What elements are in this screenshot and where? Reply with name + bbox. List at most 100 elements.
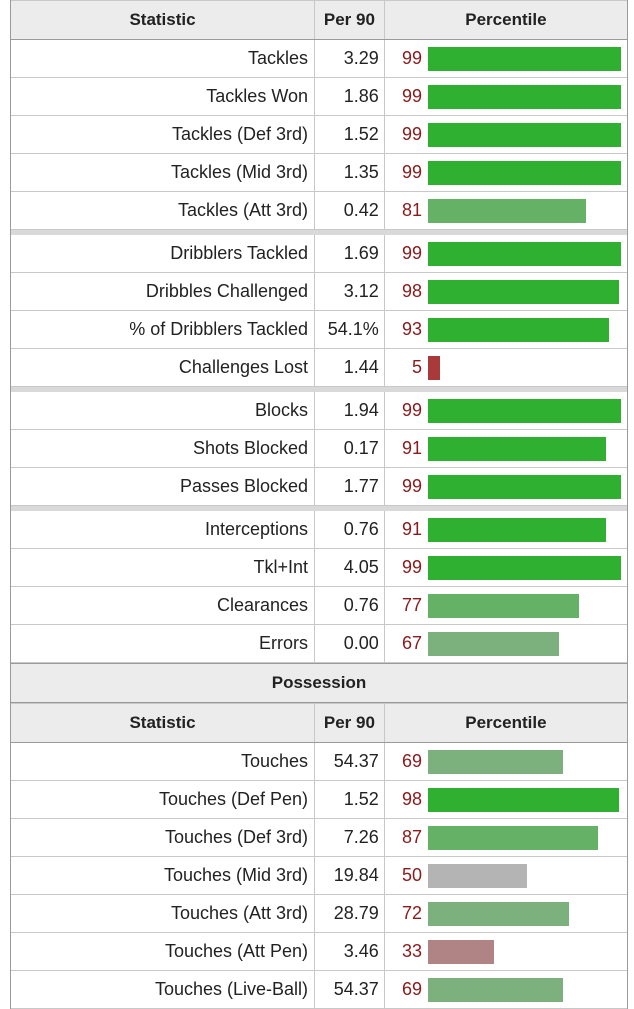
percentile-cell: 81 <box>385 192 627 229</box>
percentile-cell: 72 <box>385 895 627 932</box>
table-row: Tackles Won 1.86 99 <box>11 78 627 116</box>
percentile-bar <box>427 826 598 850</box>
header-percentile[interactable]: Percentile <box>465 10 547 29</box>
stat-name[interactable]: Touches (Att Pen) <box>11 933 316 970</box>
percentile-value: 99 <box>401 476 422 496</box>
stat-name[interactable]: Shots Blocked <box>11 430 316 467</box>
percentile-bar <box>427 242 621 266</box>
header-statistic[interactable]: Statistic <box>11 704 316 742</box>
percentile-value: 99 <box>401 557 422 577</box>
per90-value: 1.77 <box>315 468 385 505</box>
stat-name[interactable]: Dribbles Challenged <box>11 273 316 310</box>
per90-value: 1.35 <box>315 154 385 191</box>
stat-name[interactable]: Passes Blocked <box>11 468 316 505</box>
percentile-bar <box>427 356 440 380</box>
percentile-cell: 98 <box>385 781 627 818</box>
stat-name[interactable]: Tackles (Att 3rd) <box>11 192 316 229</box>
per90-value: 7.26 <box>315 819 385 856</box>
group-separator <box>11 387 627 392</box>
defense-body: Tackles 3.29 99 Tackles Won 1.86 99 Tackles (D… <box>11 40 627 663</box>
percentile-value: 81 <box>401 200 422 220</box>
table-row: Challenges Lost 1.44 5 <box>11 349 627 387</box>
table-row: Tackles 3.29 99 <box>11 40 627 78</box>
stat-name[interactable]: Errors <box>11 625 316 662</box>
percentile-value: 99 <box>401 400 422 420</box>
header-percentile[interactable]: Percentile <box>465 713 547 732</box>
stat-name[interactable]: Interceptions <box>11 511 316 548</box>
stat-name[interactable]: Touches (Att 3rd) <box>11 895 316 932</box>
percentile-cell: 99 <box>385 40 627 77</box>
percentile-bar <box>427 161 621 185</box>
percentile-value: 99 <box>401 162 422 182</box>
stat-name[interactable]: % of Dribblers Tackled <box>11 311 316 348</box>
percentile-value: 67 <box>401 633 422 653</box>
percentile-cell: 99 <box>385 116 627 153</box>
stat-name[interactable]: Tackles Won <box>11 78 316 115</box>
per90-value: 1.86 <box>315 78 385 115</box>
table-row: Touches (Mid 3rd) 19.84 50 <box>11 857 627 895</box>
percentile-bar <box>427 399 621 423</box>
percentile-value: 91 <box>401 438 422 458</box>
percentile-bar <box>427 475 621 499</box>
percentile-cell: 67 <box>385 625 627 662</box>
table-row: Clearances 0.76 77 <box>11 587 627 625</box>
table-row: Errors 0.00 67 <box>11 625 627 663</box>
percentile-cell: 69 <box>385 971 627 1008</box>
percentile-cell: 99 <box>385 78 627 115</box>
stat-name[interactable]: Touches (Mid 3rd) <box>11 857 316 894</box>
per90-value: 1.52 <box>315 116 385 153</box>
percentile-cell: 91 <box>385 511 627 548</box>
percentile-cell: 99 <box>385 468 627 505</box>
group-separator <box>11 230 627 235</box>
percentile-cell: 99 <box>385 549 627 586</box>
percentile-bar <box>427 47 621 71</box>
percentile-bar <box>427 788 619 812</box>
per90-value: 54.1% <box>315 311 385 348</box>
stat-name[interactable]: Tackles <box>11 40 316 77</box>
stat-name[interactable]: Clearances <box>11 587 316 624</box>
table-row: Blocks 1.94 99 <box>11 392 627 430</box>
table-row: Shots Blocked 0.17 91 <box>11 430 627 468</box>
percentile-cell: 69 <box>385 743 627 780</box>
percentile-value: 91 <box>401 519 422 539</box>
stat-name[interactable]: Tackles (Mid 3rd) <box>11 154 316 191</box>
header-statistic[interactable]: Statistic <box>11 1 316 39</box>
per90-value: 1.44 <box>315 349 385 386</box>
table-row: Dribbles Challenged 3.12 98 <box>11 273 627 311</box>
possession-header-row: Statistic Per 90 Percentile <box>11 703 627 743</box>
header-per90[interactable]: Per 90 <box>315 704 385 742</box>
percentile-bar <box>427 85 621 109</box>
defense-header-row: Statistic Per 90 Percentile <box>11 0 627 40</box>
per90-value: 0.42 <box>315 192 385 229</box>
percentile-value: 93 <box>401 319 422 339</box>
percentile-value: 69 <box>401 751 422 771</box>
per90-value: 3.46 <box>315 933 385 970</box>
stat-name[interactable]: Tackles (Def 3rd) <box>11 116 316 153</box>
stat-name[interactable]: Challenges Lost <box>11 349 316 386</box>
stat-name[interactable]: Tkl+Int <box>11 549 316 586</box>
header-per90[interactable]: Per 90 <box>315 1 385 39</box>
per90-value: 3.29 <box>315 40 385 77</box>
per90-value: 0.17 <box>315 430 385 467</box>
stat-name[interactable]: Blocks <box>11 392 316 429</box>
table-row: Interceptions 0.76 91 <box>11 511 627 549</box>
table-row: Dribblers Tackled 1.69 99 <box>11 235 627 273</box>
per90-value: 0.76 <box>315 587 385 624</box>
per90-value: 1.69 <box>315 235 385 272</box>
percentile-bar <box>427 280 619 304</box>
table-row: Touches (Def 3rd) 7.26 87 <box>11 819 627 857</box>
percentile-bar <box>427 437 606 461</box>
percentile-bar <box>427 556 621 580</box>
per90-value: 1.52 <box>315 781 385 818</box>
percentile-value: 87 <box>401 827 422 847</box>
percentile-value: 99 <box>401 48 422 68</box>
stat-name[interactable]: Dribblers Tackled <box>11 235 316 272</box>
stat-name[interactable]: Touches (Live-Ball) <box>11 971 316 1008</box>
percentile-cell: 50 <box>385 857 627 894</box>
stat-name[interactable]: Touches (Def 3rd) <box>11 819 316 856</box>
percentile-value: 99 <box>401 86 422 106</box>
per90-value: 0.00 <box>315 625 385 662</box>
per90-value: 54.37 <box>315 743 385 780</box>
stat-name[interactable]: Touches (Def Pen) <box>11 781 316 818</box>
stat-name[interactable]: Touches <box>11 743 316 780</box>
